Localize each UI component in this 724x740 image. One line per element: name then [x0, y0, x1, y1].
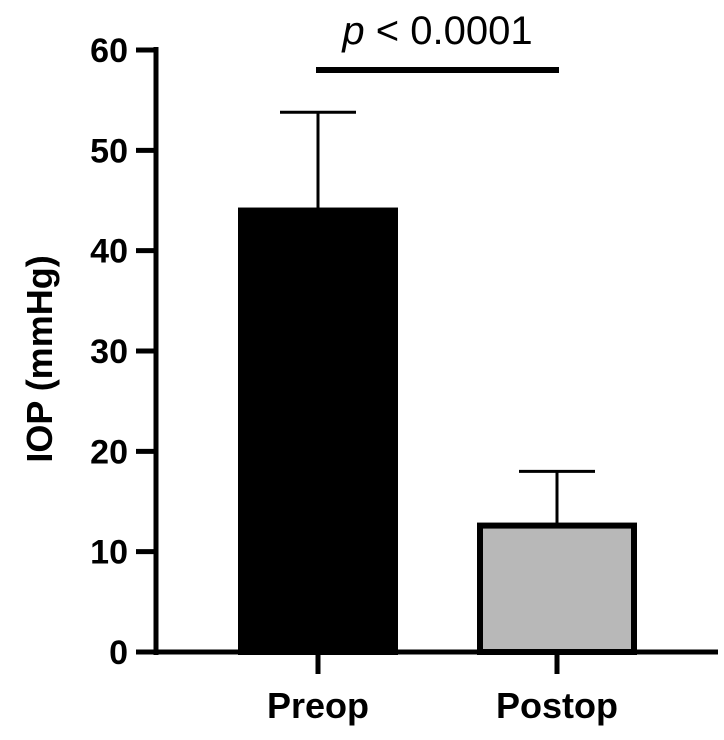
y-tick-label: 50: [90, 132, 128, 170]
significance-text: p < 0.0001: [341, 9, 532, 53]
y-tick-labels: 0 10 20 30 40 50 60: [90, 32, 128, 672]
y-tick-label: 60: [90, 32, 128, 70]
x-tick-label: Postop: [496, 685, 618, 726]
y-axis: [136, 47, 159, 655]
x-axis: [154, 649, 718, 674]
y-tick-label: 10: [90, 534, 128, 572]
bar-postop: [477, 522, 637, 656]
y-tick-label: 0: [109, 634, 128, 672]
bar-preop: [238, 207, 398, 656]
y-axis-title: IOP (mmHg): [19, 255, 60, 462]
x-tick-labels: Preop Postop: [267, 685, 618, 726]
p-value-comparison: < 0.0001: [365, 9, 533, 53]
p-symbol: p: [341, 9, 364, 53]
y-tick-label: 30: [90, 333, 128, 371]
y-tick-label: 20: [90, 433, 128, 471]
bars: [238, 207, 637, 656]
x-tick-label: Preop: [267, 685, 369, 726]
significance-annotation: p < 0.0001: [316, 9, 559, 73]
error-bars: [280, 110, 595, 526]
y-tick-label: 40: [90, 233, 128, 271]
